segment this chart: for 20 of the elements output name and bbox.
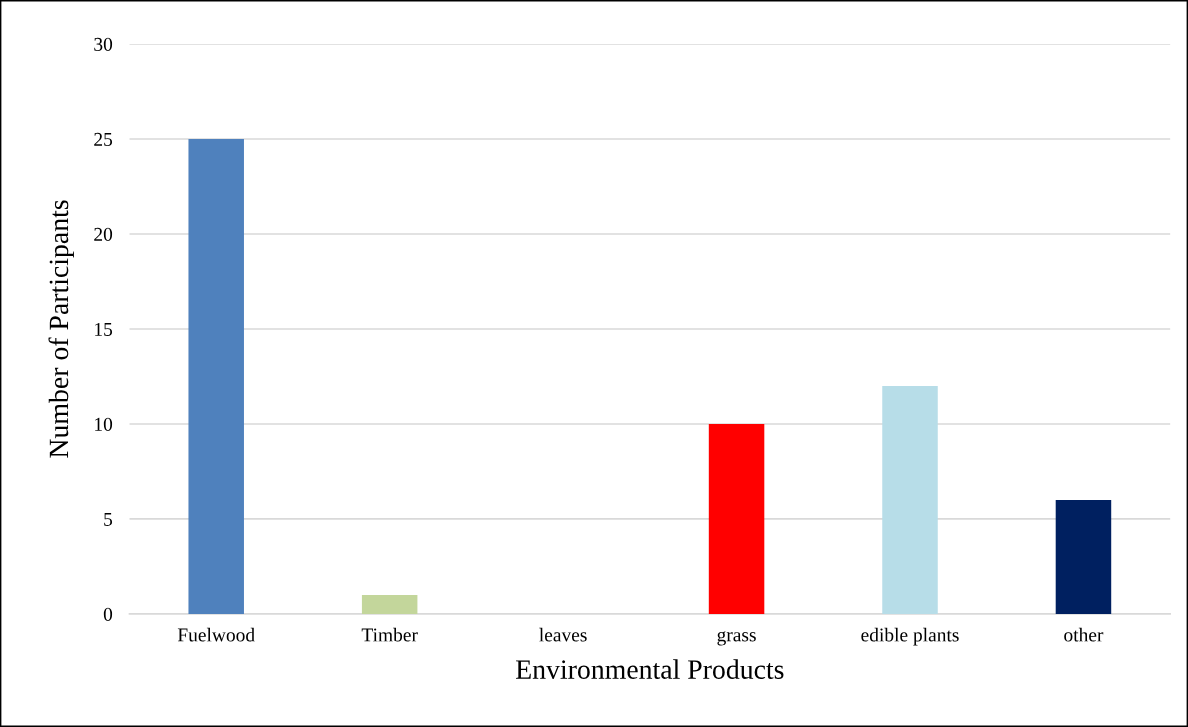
y-tick-label: 25 bbox=[94, 132, 113, 146]
x-tick-label: leaves bbox=[539, 627, 587, 642]
bar bbox=[708, 423, 765, 614]
y-tick-label: 10 bbox=[95, 417, 113, 431]
x-axis-title: Environmental Products bbox=[516, 659, 784, 679]
y-axis-title: Number of Participants bbox=[48, 200, 74, 458]
bar bbox=[882, 385, 938, 614]
y-tick-label: 20 bbox=[94, 227, 113, 241]
x-tick-label: edible plants bbox=[861, 627, 959, 646]
y-tick-label: 30 bbox=[94, 37, 113, 51]
y-tick-label: 0 bbox=[103, 607, 113, 621]
bar bbox=[1055, 499, 1112, 614]
x-tick-label: other bbox=[1064, 627, 1104, 642]
x-tick-label: grass bbox=[717, 631, 756, 646]
bar bbox=[361, 594, 418, 614]
y-tick-label: 15 bbox=[95, 322, 113, 336]
x-tick-label: Fuelwood bbox=[177, 627, 255, 642]
bar bbox=[188, 138, 244, 614]
y-tick-label: 5 bbox=[104, 512, 113, 526]
x-tick-label: Timber bbox=[361, 627, 418, 642]
